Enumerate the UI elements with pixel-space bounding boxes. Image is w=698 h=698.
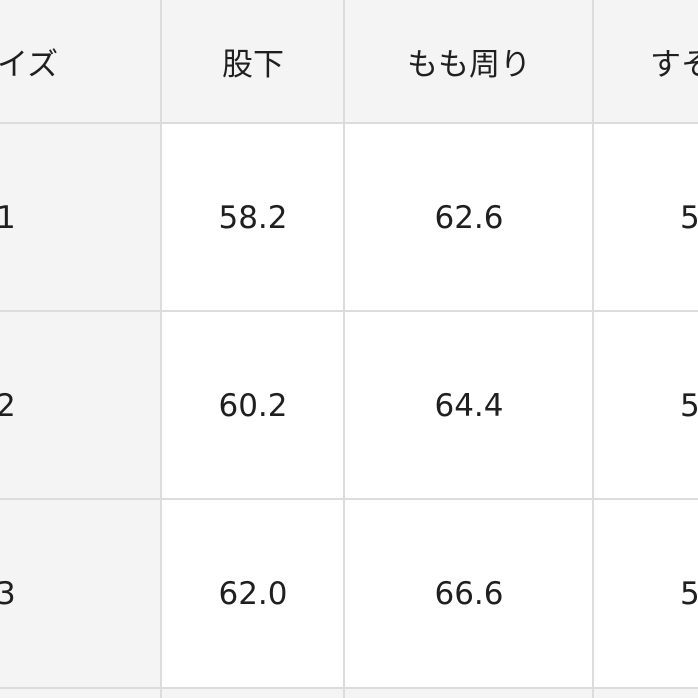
divider <box>0 310 698 312</box>
row-3-hem: 5 <box>594 500 698 688</box>
header-thigh: もも周り <box>345 0 593 123</box>
row-4-partial <box>0 689 698 698</box>
row-3-inseam: 62.0 <box>162 500 344 688</box>
row-3-size: 3 <box>0 500 161 688</box>
row-1-thigh: 62.6 <box>345 124 593 311</box>
divider <box>592 0 594 698</box>
row-2-hem: 5 <box>594 312 698 499</box>
divider <box>0 122 698 124</box>
divider <box>0 687 698 689</box>
row-1-size: 1 <box>0 124 161 311</box>
row-2-size: 2 <box>0 312 161 499</box>
row-2-thigh: 64.4 <box>345 312 593 499</box>
header-hem: すそ <box>594 0 698 123</box>
row-1-inseam: 58.2 <box>162 124 344 311</box>
divider <box>343 0 345 698</box>
header-inseam: 股下 <box>162 0 344 123</box>
row-3-thigh: 66.6 <box>345 500 593 688</box>
row-1-hem: 5 <box>594 124 698 311</box>
divider <box>160 0 162 698</box>
row-2-inseam: 60.2 <box>162 312 344 499</box>
divider <box>0 498 698 500</box>
header-size: イズ <box>0 0 161 123</box>
